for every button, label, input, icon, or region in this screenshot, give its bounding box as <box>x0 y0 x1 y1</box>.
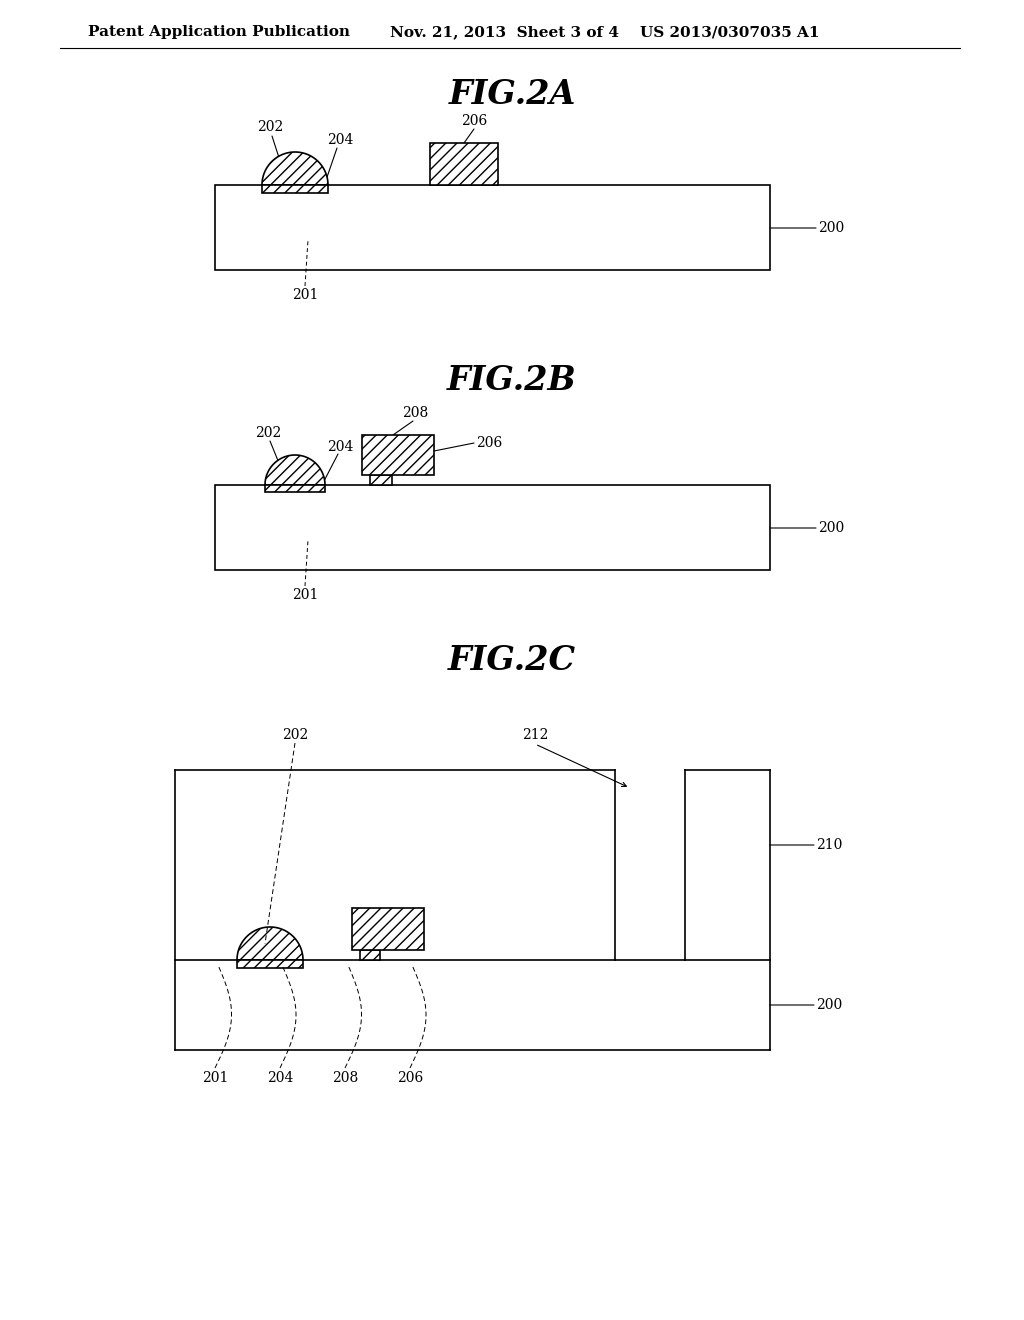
Polygon shape <box>175 960 770 1049</box>
Text: 206: 206 <box>476 436 502 450</box>
Polygon shape <box>175 770 770 960</box>
Text: 201: 201 <box>292 288 318 302</box>
Text: 200: 200 <box>818 220 844 235</box>
Text: 212: 212 <box>522 729 548 742</box>
Text: 200: 200 <box>818 521 844 535</box>
Text: US 2013/0307035 A1: US 2013/0307035 A1 <box>640 25 819 40</box>
Text: 206: 206 <box>397 1071 423 1085</box>
Text: FIG.2B: FIG.2B <box>447 363 577 396</box>
Text: Nov. 21, 2013  Sheet 3 of 4: Nov. 21, 2013 Sheet 3 of 4 <box>390 25 618 40</box>
Text: 202: 202 <box>257 120 283 135</box>
Text: 206: 206 <box>461 114 487 128</box>
Polygon shape <box>265 455 325 484</box>
Text: 208: 208 <box>332 1071 358 1085</box>
Text: FIG.2A: FIG.2A <box>449 78 575 111</box>
Bar <box>262 185 328 193</box>
Text: 201: 201 <box>292 587 318 602</box>
Bar <box>237 960 303 968</box>
Bar <box>215 185 770 271</box>
Text: 202: 202 <box>282 729 308 742</box>
Text: 201: 201 <box>202 1071 228 1085</box>
Polygon shape <box>262 152 328 185</box>
Bar <box>370 475 392 484</box>
Text: 200: 200 <box>816 998 843 1012</box>
Bar <box>430 143 498 185</box>
Text: FIG.2C: FIG.2C <box>447 644 577 676</box>
Text: 204: 204 <box>327 133 353 147</box>
Bar <box>265 484 325 492</box>
Text: 204: 204 <box>267 1071 293 1085</box>
Bar <box>362 436 434 475</box>
Bar <box>352 908 424 950</box>
Text: 202: 202 <box>255 426 282 440</box>
Text: Patent Application Publication: Patent Application Publication <box>88 25 350 40</box>
Text: 210: 210 <box>816 838 843 851</box>
Bar <box>215 484 770 570</box>
Bar <box>360 950 380 960</box>
Text: 208: 208 <box>401 407 428 420</box>
Text: 204: 204 <box>327 440 353 454</box>
Polygon shape <box>237 927 303 960</box>
